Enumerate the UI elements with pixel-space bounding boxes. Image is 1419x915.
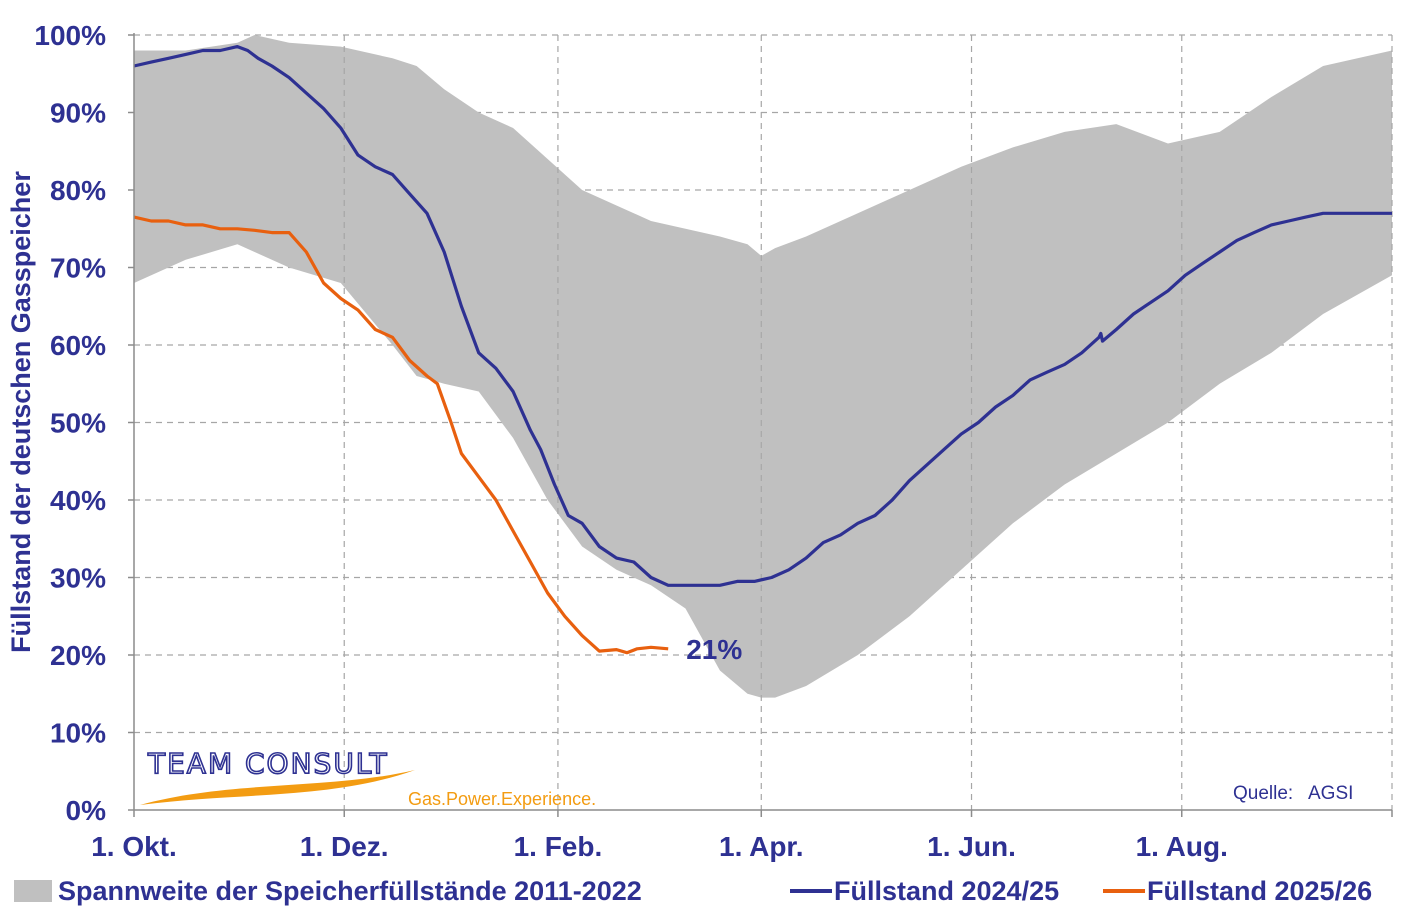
legend-label-2025-26: Füllstand 2025/26 (1147, 876, 1372, 906)
logo-wordmark: TEAM CONSULT (147, 747, 389, 780)
source-name: AGSI (1308, 783, 1353, 804)
x-tick-label: 1. Aug. (1136, 831, 1228, 862)
x-tick-label: 1. Okt. (91, 831, 177, 862)
legend-label-range-band: Spannweite der Speicherfüllstände 2011-2… (58, 876, 642, 906)
x-tick-label: 1. Dez. (300, 831, 389, 862)
series-line-2025-26 (133, 215, 669, 655)
y-tick-label: 30% (50, 563, 106, 594)
y-tick-label: 70% (50, 253, 106, 284)
annotation-current-level: 21% (686, 634, 742, 665)
x-tick-label: 1. Apr. (719, 831, 804, 862)
x-tick-label: 1. Feb. (514, 831, 603, 862)
logo-swoosh-icon (140, 770, 415, 805)
legend-swatch-range-band (14, 880, 52, 902)
y-tick-label: 50% (50, 408, 106, 439)
y-axis-label: Füllstand der deutschen Gasspeicher (6, 171, 36, 653)
axes (128, 33, 1393, 817)
y-tick-labels: 0% 10% 20% 30% 40% 50% 60% 70% 80% 90% 100% (34, 20, 106, 826)
x-tick-label: 1. Jun. (927, 831, 1016, 862)
series-line-2024-25 (133, 45, 1392, 587)
y-tick-label: 0% (66, 795, 107, 826)
y-tick-label: 40% (50, 485, 106, 516)
y-tick-label: 20% (50, 640, 106, 671)
range-band (134, 35, 1392, 698)
y-tick-label: 90% (50, 98, 106, 129)
source-note: Quelle: AGSI (1233, 783, 1353, 804)
source-label: Quelle: (1233, 783, 1293, 804)
vertical-grid-overlay (343, 35, 1393, 810)
legend: Spannweite der Speicherfüllstände 2011-2… (14, 876, 1372, 906)
team-consult-logo: TEAM CONSULT Gas.Power.Experience. (140, 746, 596, 809)
y-tick-label: 100% (34, 20, 106, 51)
y-tick-label: 10% (50, 718, 106, 749)
legend-label-2024-25: Füllstand 2024/25 (834, 876, 1059, 906)
y-tick-label: 60% (50, 330, 106, 361)
y-tick-label: 80% (50, 175, 106, 206)
x-tick-labels: 1. Okt. 1. Dez. 1. Feb. 1. Apr. 1. Jun. 1. Au… (91, 831, 1228, 862)
logo-tagline: Gas.Power.Experience. (408, 789, 596, 809)
